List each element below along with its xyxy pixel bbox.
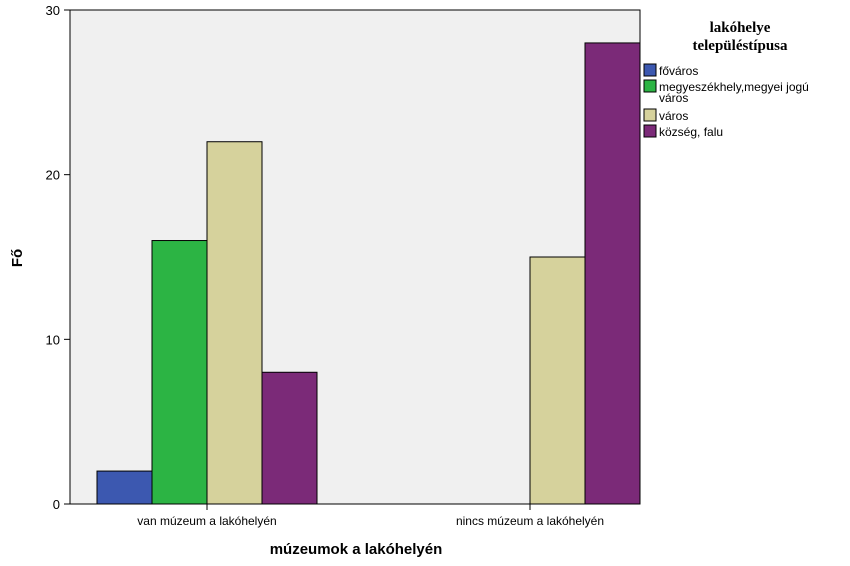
x-tick-label: van múzeum a lakóhelyén xyxy=(137,514,276,528)
y-tick-label: 10 xyxy=(46,332,60,347)
x-tick-label: nincs múzeum a lakóhelyén xyxy=(456,514,604,528)
legend-swatch xyxy=(643,108,657,122)
legend-label: főváros xyxy=(659,64,698,78)
y-axis-title: Fő xyxy=(9,249,26,267)
y-tick-label: 0 xyxy=(53,497,60,512)
legend-swatch xyxy=(643,79,657,93)
legend-label: megyeszékhely,megyei jogú xyxy=(659,80,809,94)
bar xyxy=(206,141,263,505)
bar xyxy=(151,240,208,505)
legend-title: településtípusa xyxy=(692,38,788,54)
legend-label: város xyxy=(659,91,688,105)
bar xyxy=(96,470,153,505)
y-tick-label: 30 xyxy=(46,3,60,18)
legend-label: község, falu xyxy=(659,125,723,139)
bar xyxy=(584,42,641,505)
bar xyxy=(529,256,586,505)
y-tick-label: 20 xyxy=(46,168,60,183)
legend-label: város xyxy=(659,109,688,123)
x-axis-title: múzeumok a lakóhelyén xyxy=(270,541,443,558)
legend-swatch xyxy=(643,63,657,77)
legend-title: lakóhelye xyxy=(710,20,771,36)
bar xyxy=(261,371,318,505)
legend-swatch xyxy=(643,124,657,138)
